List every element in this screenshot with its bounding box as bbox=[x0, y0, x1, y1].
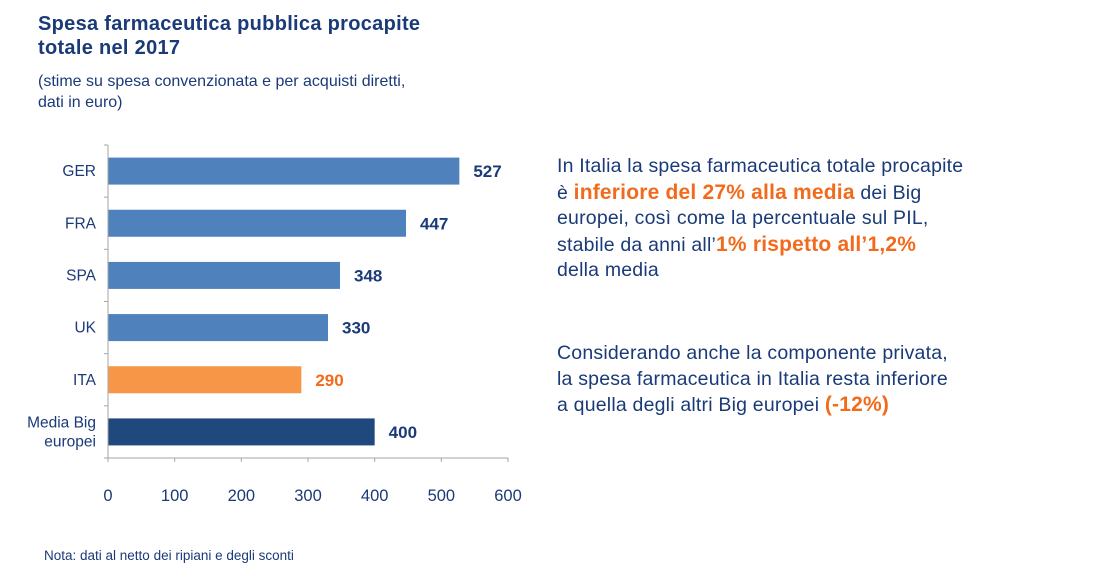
highlight-pil-percent: 1% rispetto all’1,2% bbox=[716, 232, 917, 256]
p1-text: è bbox=[557, 181, 574, 204]
category-label: Media Big bbox=[27, 414, 96, 431]
category-label: ITA bbox=[73, 372, 97, 389]
bar-fra bbox=[108, 209, 406, 237]
chart-title-line2: totale nel 2017 bbox=[38, 37, 181, 59]
data-label: 290 bbox=[315, 371, 343, 390]
x-tick-label: 100 bbox=[161, 487, 189, 505]
chart-title: Spesa farmaceutica pubblica procapite to… bbox=[38, 12, 420, 60]
p1-line3: europei, così come la percentuale sul PI… bbox=[557, 207, 929, 230]
category-label: FRA bbox=[65, 215, 97, 232]
data-label: 400 bbox=[389, 423, 417, 442]
p1-line5: della media bbox=[557, 259, 659, 282]
chart-title-line1: Spesa farmaceutica pubblica procapite bbox=[38, 13, 421, 35]
data-label: 348 bbox=[354, 266, 382, 285]
p1-line1: In Italia la spesa farmaceutica totale p… bbox=[557, 155, 964, 177]
chart-subtitle-line1: (stime su spesa convenzionata e per acqu… bbox=[38, 73, 406, 90]
p2-line1: Considerando anche la componente privata… bbox=[557, 342, 948, 364]
x-tick-label: 600 bbox=[494, 487, 522, 505]
x-tick-label: 400 bbox=[361, 487, 389, 505]
bars-group: 527 447 348 330 290 400 bbox=[108, 157, 502, 446]
x-tick-label: 200 bbox=[228, 487, 256, 505]
x-tick-label: 0 bbox=[103, 487, 112, 505]
bar-spa bbox=[108, 261, 340, 289]
bar-chart: 527 447 348 330 290 400 GER FRA SPA UK ITA Media B… bbox=[27, 144, 522, 505]
p1-text: dei Big bbox=[854, 181, 922, 204]
chart-subtitle: (stime su spesa convenzionata e per acqu… bbox=[38, 71, 558, 113]
category-label: UK bbox=[74, 320, 96, 337]
bar-ger bbox=[108, 157, 460, 185]
x-tick-label: 500 bbox=[428, 487, 456, 505]
bar-ita bbox=[108, 366, 302, 394]
p1-line4: stabile da anni all’1% rispetto all’1,2% bbox=[557, 232, 1087, 259]
data-label: 527 bbox=[473, 162, 501, 181]
category-label: europei bbox=[44, 433, 96, 450]
x-tick-label: 300 bbox=[294, 487, 322, 505]
p2-line2: la spesa farmaceutica in Italia resta in… bbox=[557, 367, 948, 390]
data-label: 447 bbox=[420, 214, 448, 233]
chart-subtitle-line2: dati in euro) bbox=[38, 94, 123, 111]
category-label: SPA bbox=[66, 267, 97, 284]
commentary-paragraph-1: In Italia la spesa farmaceutica totale p… bbox=[557, 154, 1087, 284]
highlight-27-percent: inferiore del 27% alla media bbox=[573, 180, 855, 204]
footnote: Nota: dati al netto dei ripiani e degli … bbox=[44, 548, 294, 563]
data-label: 330 bbox=[342, 319, 370, 338]
category-label: GER bbox=[62, 163, 96, 180]
p2-line3: a quella degli altri Big europei (-12%) bbox=[557, 392, 1087, 419]
p2-text: a quella degli altri Big europei bbox=[557, 394, 825, 417]
p1-text: stabile da anni all’ bbox=[557, 233, 717, 256]
commentary-paragraph-2: Considerando anche la componente privata… bbox=[557, 341, 1087, 419]
p1-line2: è inferiore del 27% alla media dei Big bbox=[557, 180, 1087, 207]
axes-group: GER FRA SPA UK ITA Media Big europei 0 100 200 300… bbox=[27, 144, 522, 505]
highlight-minus-12-percent: (-12%) bbox=[824, 393, 890, 417]
bar-uk bbox=[108, 314, 328, 342]
bar-media-big-europei bbox=[108, 418, 375, 446]
